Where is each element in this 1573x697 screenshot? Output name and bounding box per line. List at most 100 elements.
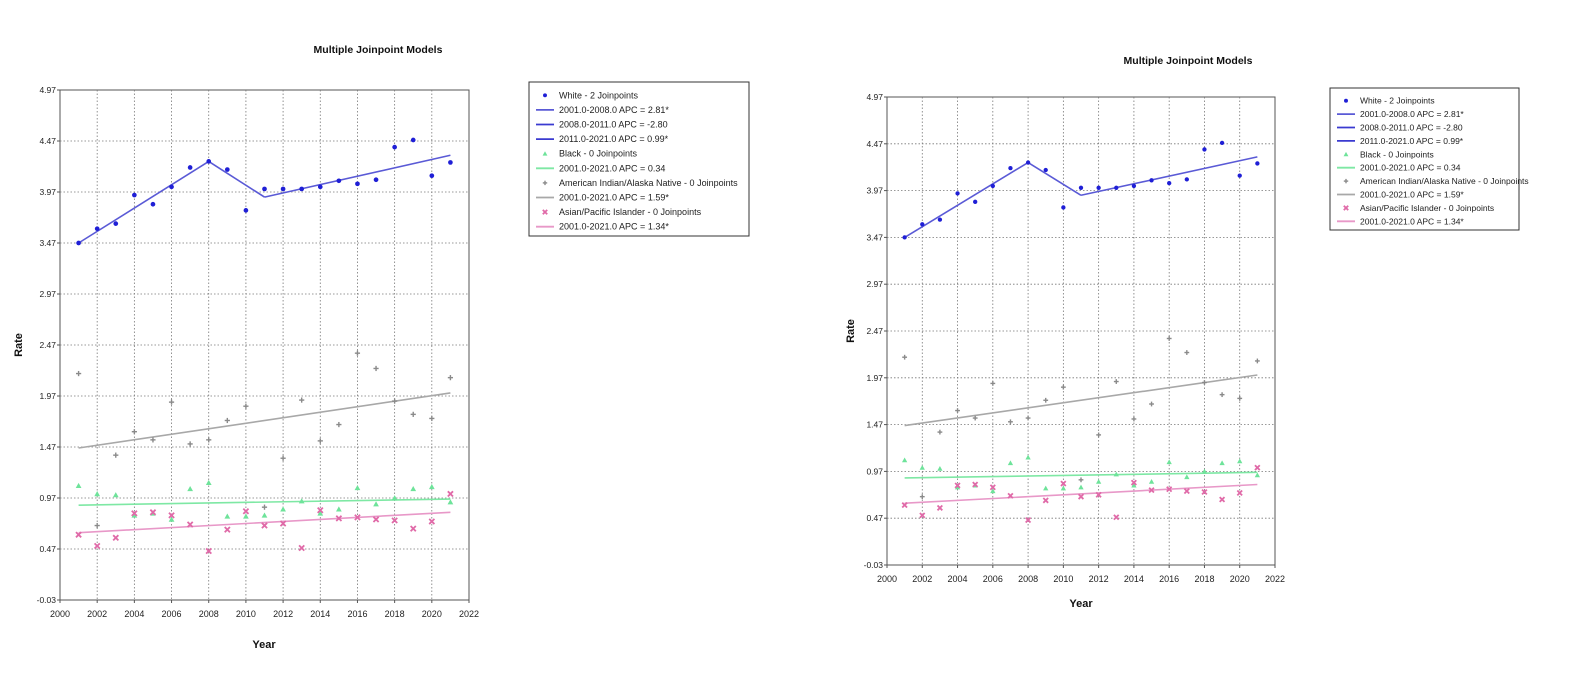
data-point xyxy=(1025,160,1031,165)
legend-marker-9 xyxy=(542,209,548,215)
data-point-b xyxy=(1183,488,1190,495)
y-tick-label: 4.97 xyxy=(39,85,56,95)
series-2 xyxy=(901,454,1261,494)
data-point xyxy=(448,160,453,165)
y-tick-label: 3.47 xyxy=(866,232,883,242)
data-point xyxy=(298,544,305,552)
data-point xyxy=(1184,177,1189,182)
data-point xyxy=(112,492,119,498)
data-point xyxy=(75,482,82,489)
x-tick-label: 2006 xyxy=(162,609,182,619)
legend-label-8: 2001.0-2021.0 APC = 1.59* xyxy=(559,193,669,203)
data-point-b xyxy=(1219,496,1226,503)
data-point-b xyxy=(112,534,120,542)
legend-marker-9-b xyxy=(1343,205,1349,211)
data-point xyxy=(187,485,193,492)
data-point-b xyxy=(972,481,979,488)
data-point xyxy=(150,201,156,207)
data-point xyxy=(902,354,908,360)
data-point xyxy=(298,498,305,504)
data-point xyxy=(428,518,436,525)
data-point xyxy=(429,415,435,422)
legend-label-2: 2001.0-2008.0 APC = 2.81* xyxy=(559,105,669,115)
trend-line-3 xyxy=(264,154,451,198)
x-tick-label: 2018 xyxy=(385,609,405,619)
chart-title: Multiple Joinpoint Models xyxy=(314,44,443,56)
x-axis-label: Year xyxy=(1069,598,1093,610)
data-point xyxy=(243,513,249,519)
data-point-b xyxy=(1166,486,1173,493)
data-point xyxy=(391,517,398,524)
data-point xyxy=(1166,336,1172,341)
x-tick-label: 2022 xyxy=(459,609,479,619)
data-point xyxy=(242,508,250,515)
data-point xyxy=(1149,401,1154,407)
trend-line-4 xyxy=(78,498,451,506)
data-point-b xyxy=(1113,514,1120,521)
data-point xyxy=(1254,464,1261,471)
y-axis-label: Rate xyxy=(13,333,25,357)
data-point xyxy=(392,144,397,150)
y-tick-label: 1.47 xyxy=(866,420,883,430)
data-point-b xyxy=(279,520,287,527)
legend-label-10: 2001.0-2021.0 APC = 1.34* xyxy=(1360,216,1464,226)
trend-line-5 xyxy=(78,392,451,449)
data-point xyxy=(1025,517,1032,524)
legend-box xyxy=(1329,87,1520,231)
data-point xyxy=(1254,358,1260,364)
series-4 xyxy=(75,490,454,555)
trend-line-2 xyxy=(1027,161,1082,196)
y-tick-label: 3.47 xyxy=(39,238,56,248)
data-point xyxy=(224,167,230,172)
y-tick-label: 0.97 xyxy=(39,493,56,503)
data-point xyxy=(131,512,138,518)
data-point xyxy=(280,506,286,512)
data-point-b xyxy=(1025,517,1032,524)
data-point xyxy=(1025,454,1031,460)
chart-panel-2: Multiple Joinpoint Models 2000 2002 2004 200… xyxy=(845,55,1529,610)
legend-label-4: 2011.0-2021.0 APC = 0.99* xyxy=(559,134,669,144)
data-point xyxy=(75,531,82,538)
data-point xyxy=(354,484,361,491)
data-point xyxy=(1043,485,1049,491)
data-point xyxy=(317,510,324,516)
data-point xyxy=(1131,183,1137,189)
legend-marker-7 xyxy=(1343,178,1349,184)
data-point xyxy=(336,421,342,428)
data-point xyxy=(1184,350,1190,355)
x-tick-label: 2002 xyxy=(912,574,932,584)
trend-line-1 xyxy=(78,160,210,244)
legend-marker-5 xyxy=(542,151,548,156)
data-point xyxy=(1043,397,1049,403)
legend-marker-9 xyxy=(1343,205,1349,211)
data-point xyxy=(972,481,979,488)
data-point xyxy=(1237,395,1243,401)
data-point-b xyxy=(919,512,926,519)
data-point-b xyxy=(1042,497,1049,504)
data-point-b xyxy=(131,510,138,517)
data-point xyxy=(1201,488,1208,496)
y-tick-label: 3.97 xyxy=(866,186,883,196)
legend-label-10: 2001.0-2021.0 APC = 1.34* xyxy=(559,222,669,232)
data-point xyxy=(336,506,342,512)
data-point xyxy=(973,199,978,204)
y-tick-label: 0.47 xyxy=(866,513,883,523)
legend-label-7: American Indian/Alaska Native - 0 Joinpo… xyxy=(559,178,738,188)
data-point xyxy=(131,510,138,517)
legend-label-6: 2001.0-2021.0 APC = 0.34 xyxy=(1360,163,1461,173)
trend-lines xyxy=(78,154,451,534)
data-point xyxy=(168,512,175,519)
data-point xyxy=(955,191,960,196)
legend-label-9: Asian/Pacific Islander - 0 Joinpoints xyxy=(1360,203,1494,213)
y-tick-label: 2.47 xyxy=(866,326,883,336)
data-point xyxy=(955,408,960,413)
data-point xyxy=(954,484,961,490)
data-point xyxy=(1008,165,1013,171)
data-point-b xyxy=(261,522,268,529)
data-point xyxy=(224,513,231,519)
data-point xyxy=(112,534,120,542)
data-point xyxy=(168,399,175,405)
data-point xyxy=(391,495,398,501)
data-point xyxy=(1148,479,1155,484)
trend-line-5 xyxy=(904,374,1258,427)
